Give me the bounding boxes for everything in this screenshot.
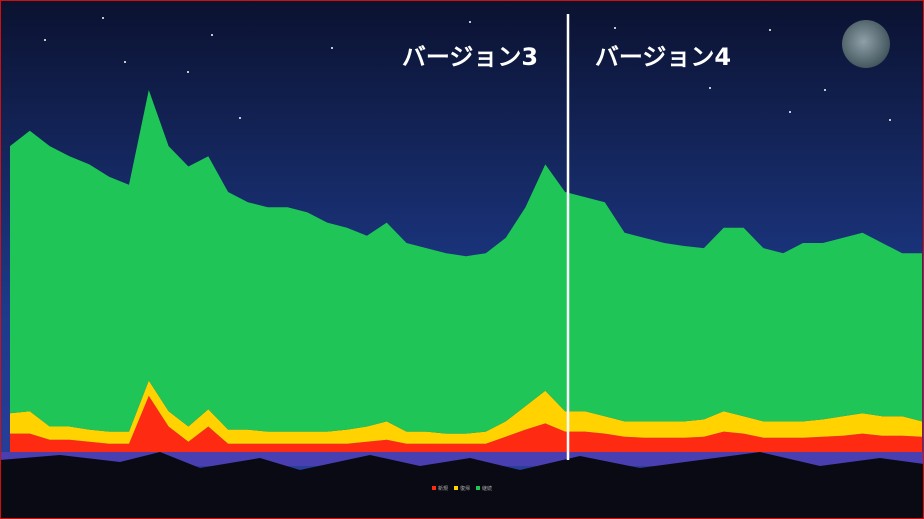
legend-label: 新規: [438, 485, 448, 492]
legend-swatch: [432, 486, 436, 490]
plot: [10, 90, 922, 452]
mountains: [0, 452, 924, 519]
legend-label: 継続: [482, 485, 492, 492]
legend-swatch: [476, 486, 480, 490]
annotation: バージョン4: [595, 43, 731, 71]
area: [10, 90, 922, 434]
legend-label: 復帰: [460, 485, 470, 492]
annotation: バージョン3: [402, 43, 538, 71]
area: [10, 380, 922, 444]
legend-swatch: [454, 486, 458, 490]
area: [10, 395, 922, 452]
legend: 新規 復帰 継続: [432, 485, 492, 492]
moon-icon: [842, 20, 890, 68]
